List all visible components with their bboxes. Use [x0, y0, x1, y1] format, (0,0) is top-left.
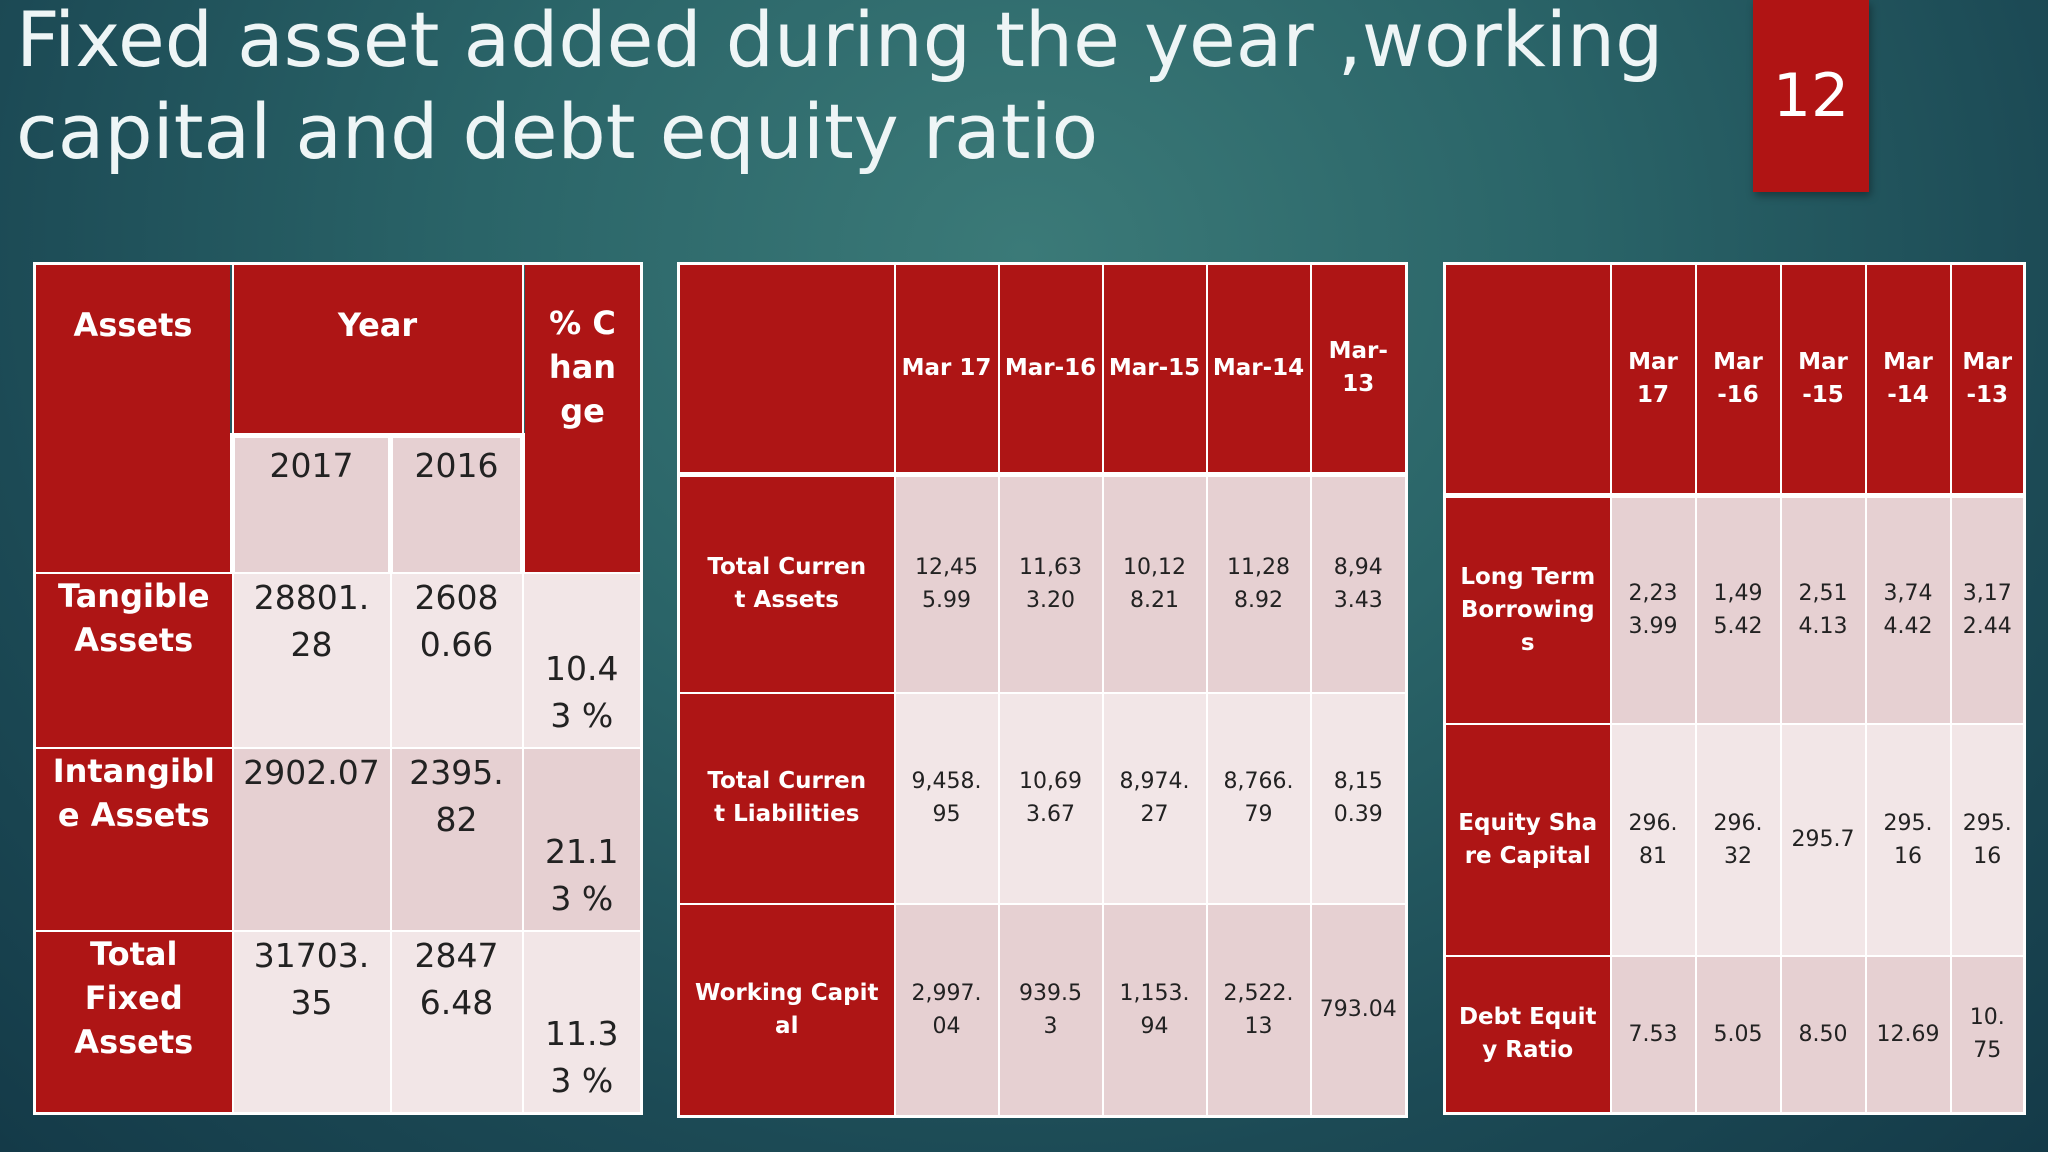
slide-title: Fixed asset added during the year ,worki…	[16, 0, 1664, 176]
wc-col-mar17: Mar 17	[893, 262, 1000, 476]
row-label-total-fixed-assets: Total Fixed Assets	[33, 929, 234, 1115]
de-col-mar17: Mar 17	[1609, 262, 1697, 497]
tcl-mar16: 10,693.67	[997, 692, 1104, 905]
tangible-2016-value: 26080.66	[389, 571, 524, 749]
row-label-equity-share-capital: Equity Share Capital	[1443, 722, 1612, 957]
der-mar15: 8.50	[1779, 954, 1867, 1115]
ltb-mar15: 2,514.13	[1779, 493, 1867, 725]
row-label-intangible-assets: Intangible Assets	[33, 746, 234, 932]
esc-mar14: 295.16	[1864, 722, 1952, 957]
total-2017-value: 31703.35	[231, 929, 392, 1115]
tca-mar14: 11,288.92	[1205, 471, 1312, 694]
de-col-mar14: Mar-14	[1864, 262, 1952, 497]
row-label-total-current-assets: Total Current Assets	[677, 471, 896, 694]
debt-equity-table: Mar 17 Mar-16 Mar-15 Mar-14 Mar -13 Long…	[1443, 262, 2026, 1115]
total-2016-value: 28476.48	[389, 929, 524, 1115]
de-col-mar16: Mar-16	[1694, 262, 1782, 497]
esc-mar16: 296.32	[1694, 722, 1782, 957]
wc-col-mar16: Mar-16	[997, 262, 1104, 476]
year-header: Year	[231, 262, 524, 437]
total-change-value: 11.33 %	[521, 929, 643, 1115]
row-label-total-current-liabilities: Total Current Liabilities	[677, 692, 896, 905]
working-capital-corner	[677, 262, 896, 476]
intangible-2017-value: 2902.07	[231, 746, 392, 932]
wc-col-mar14: Mar-14	[1205, 262, 1312, 476]
der-mar13: 10.75	[1949, 954, 2026, 1115]
tca-mar16: 11,633.20	[997, 471, 1104, 694]
ltb-mar17: 2,233.99	[1609, 493, 1697, 725]
ltb-mar16: 1,495.42	[1694, 493, 1782, 725]
row-label-long-term-borrowings: Long Term Borrowings	[1443, 493, 1612, 725]
ltb-mar13: 3,172.44	[1949, 493, 2026, 725]
intangible-2016-value: 2395.82	[389, 746, 524, 932]
de-col-mar15: Mar-15	[1779, 262, 1867, 497]
esc-mar15: 295.7	[1779, 722, 1867, 957]
tangible-2017-value: 28801.28	[231, 571, 392, 749]
page-number-badge: 12	[1753, 0, 1869, 192]
tca-mar15: 10,128.21	[1101, 471, 1208, 694]
tcl-mar15: 8,974.27	[1101, 692, 1208, 905]
year-2017-header: 2017	[230, 433, 393, 574]
ltb-mar14: 3,744.42	[1864, 493, 1952, 725]
fixed-assets-table: Assets Year % Change 2017 2016 Tangible …	[33, 262, 643, 1115]
esc-mar13: 295.16	[1949, 722, 2026, 957]
working-capital-table: Mar 17 Mar-16 Mar-15 Mar-14 Mar-13 Total…	[677, 262, 1408, 1118]
row-label-debt-equity-ratio: Debt Equity Ratio	[1443, 954, 1612, 1115]
assets-header: Assets	[33, 262, 234, 574]
wc-mar15: 1,153.94	[1101, 902, 1208, 1118]
wc-mar13: 793.04	[1309, 902, 1408, 1118]
tca-mar13: 8,943.43	[1309, 471, 1408, 694]
debt-equity-corner	[1443, 262, 1612, 497]
wc-col-mar13: Mar-13	[1309, 262, 1408, 476]
wc-mar17: 2,997.04	[893, 902, 1000, 1118]
wc-col-mar15: Mar-15	[1101, 262, 1208, 476]
row-label-working-capital: Working Capital	[677, 902, 896, 1118]
der-mar14: 12.69	[1864, 954, 1952, 1115]
year-2016-header: 2016	[388, 433, 525, 574]
de-col-mar13: Mar -13	[1949, 262, 2026, 497]
esc-mar17: 296.81	[1609, 722, 1697, 957]
intangible-change-value: 21.13 %	[521, 746, 643, 932]
wc-mar16: 939.53	[997, 902, 1104, 1118]
row-label-tangible-assets: Tangible Assets	[33, 571, 234, 749]
tca-mar17: 12,455.99	[893, 471, 1000, 694]
percent-change-header: % Change	[521, 262, 643, 574]
wc-mar14: 2,522.13	[1205, 902, 1312, 1118]
tangible-change-value: 10.43 %	[521, 571, 643, 749]
der-mar17: 7.53	[1609, 954, 1697, 1115]
der-mar16: 5.05	[1694, 954, 1782, 1115]
tcl-mar14: 8,766.79	[1205, 692, 1312, 905]
tcl-mar13: 8,150.39	[1309, 692, 1408, 905]
tcl-mar17: 9,458.95	[893, 692, 1000, 905]
